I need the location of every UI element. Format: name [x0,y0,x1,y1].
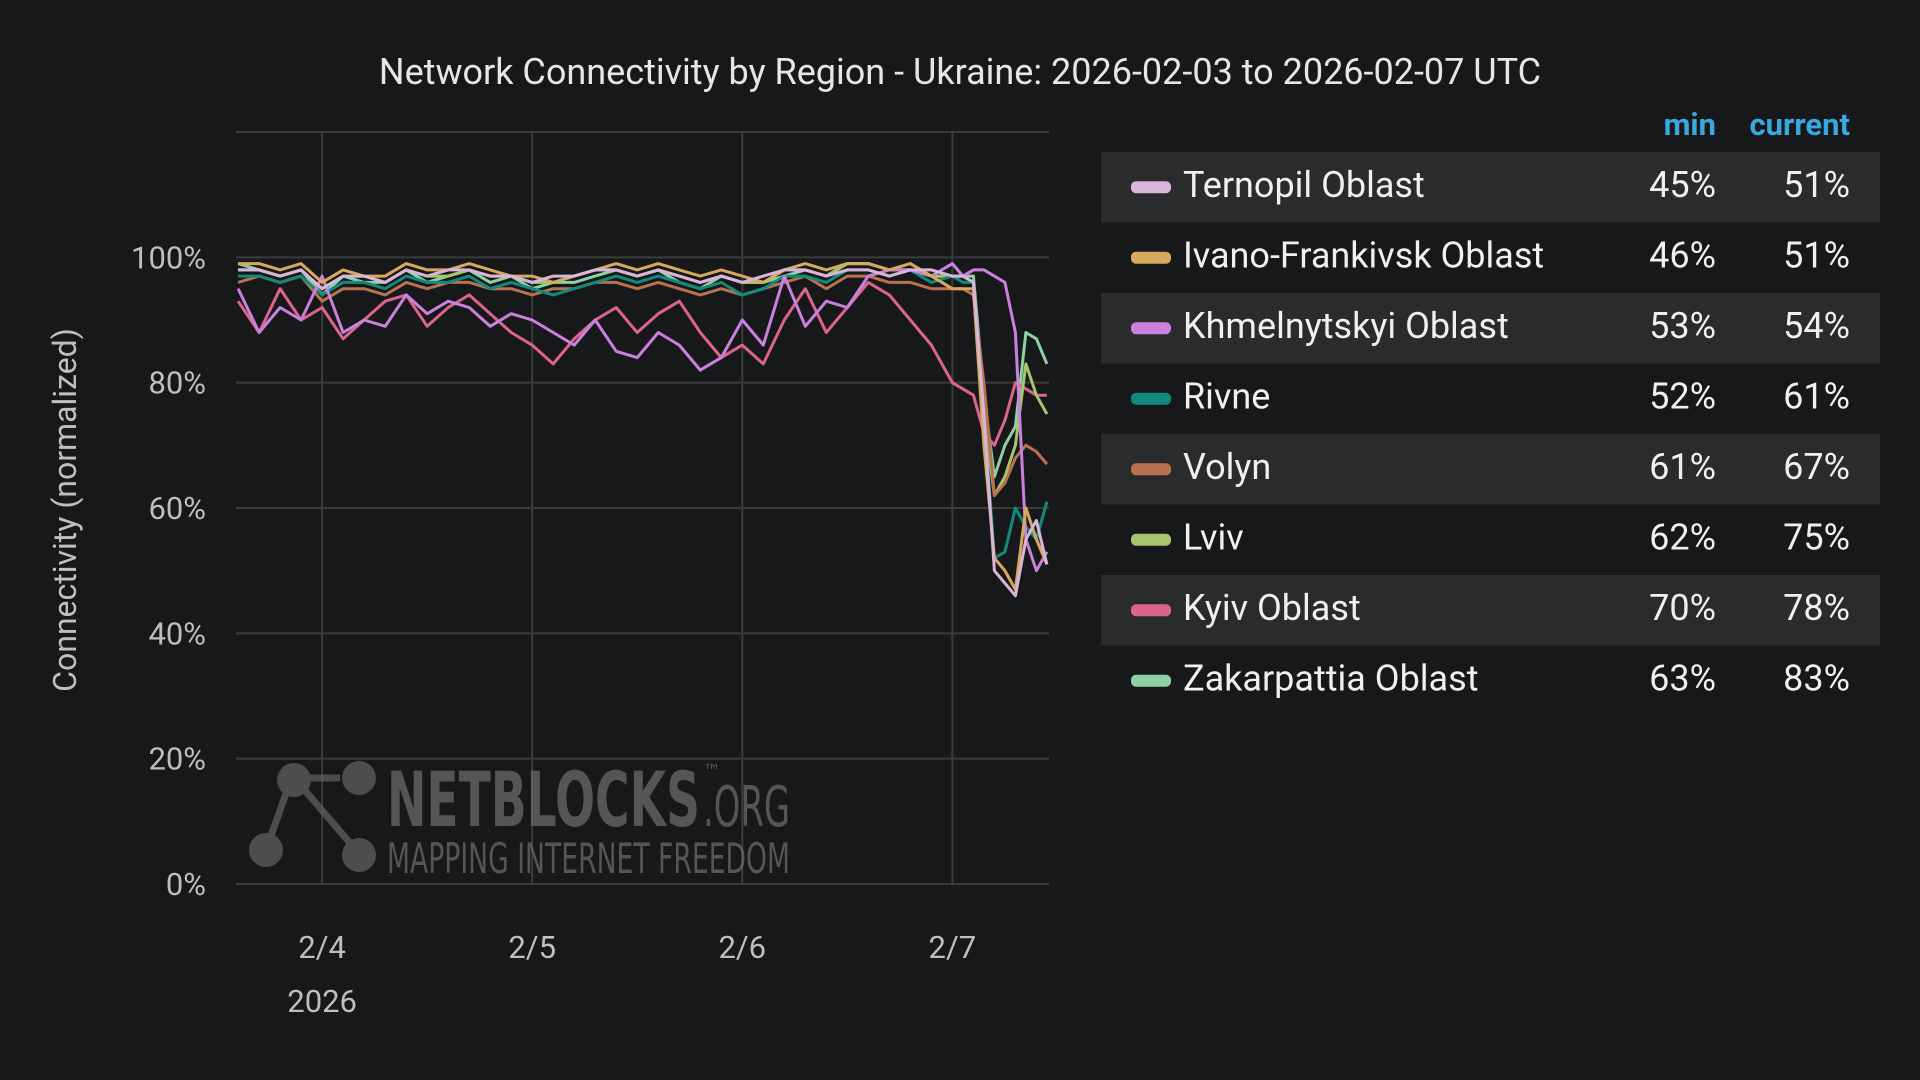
legend-label: Lviv [1183,516,1244,558]
watermark-domain: .ORG [703,775,790,840]
legend-min: 61% [1649,446,1716,488]
chart-title: Network Connectivity by Region - Ukraine… [379,51,1541,93]
y-tick-label: 0% [166,866,206,903]
legend-row-bg [1101,293,1880,364]
legend-swatch [1131,181,1171,194]
series-line [237,274,1049,497]
x-tick-label: 2/4 [298,929,346,966]
watermark-brand: NETBLOCKS [387,755,700,844]
series-line [238,262,1049,497]
series-line [236,280,1047,447]
legend-current: 75% [1783,516,1850,558]
logo-node [342,838,376,872]
x-tick-label: 2/5 [508,929,556,966]
x-tick-label: 2/7 [929,929,977,966]
series-line [238,268,1049,598]
legend-min: 62% [1649,516,1716,558]
y-tick-label: 20% [148,741,206,778]
legend-swatch [1131,251,1171,264]
x-year-label: 2026 [287,983,357,1020]
legend-label: Khmelnytskyi Oblast [1183,305,1509,347]
watermark-tm: ™ [703,761,721,782]
legend-current: 61% [1783,375,1850,417]
watermark: NETBLOCKS ™ .ORG MAPPING INTERNET FREEDO… [249,755,790,883]
legend-current: 67% [1783,446,1850,488]
logo-node [277,763,311,797]
legend-row-bg [1101,434,1880,505]
y-tick-label: 60% [148,490,206,527]
y-tick-label: 40% [148,615,206,652]
grid [236,131,1049,885]
legend-label: Ivano-Frankivsk Oblast [1183,234,1544,276]
legend-min: 45% [1649,164,1716,206]
legend-label: Kyiv Oblast [1183,587,1361,629]
legend-min: 70% [1649,587,1716,629]
y-axis-label: Connectivity (normalized) [46,328,84,692]
logo-node [342,761,376,795]
legend-header: min [1664,106,1716,143]
series-line [238,268,1049,560]
legend-current: 51% [1783,164,1850,206]
legend-label: Rivne [1183,375,1270,417]
legend-min: 63% [1649,657,1716,699]
series-line [236,262,1049,573]
legend-current: 83% [1783,657,1850,699]
legend-min: 46% [1649,234,1716,276]
x-tick-label: 2/6 [718,929,766,966]
series-line [238,262,1049,591]
legend-label: Volyn [1183,446,1271,488]
logo-node [249,833,283,867]
legend-label: Ternopil Oblast [1183,164,1425,206]
legend-header: current [1749,106,1850,143]
y-tick-label: 80% [148,365,206,402]
watermark-tagline: MAPPING INTERNET FREEDOM [387,834,790,883]
legend-current: 54% [1783,305,1850,347]
legend-row-bg [1101,575,1880,646]
legend-row-bg [1101,152,1880,223]
legend-min: 53% [1649,305,1716,347]
series-line [237,262,1049,479]
legend-swatch [1131,604,1171,617]
legend-swatch [1131,322,1171,335]
y-tick-label: 100% [131,239,206,276]
legend-current: 51% [1783,234,1850,276]
legend-swatch [1131,533,1171,546]
legend-min: 52% [1649,375,1716,417]
legend-swatch [1131,674,1171,687]
legend-swatch [1131,463,1171,476]
legend-label: Zakarpattia Oblast [1183,657,1478,699]
legend-swatch [1131,392,1171,405]
legend-current: 78% [1783,587,1850,629]
